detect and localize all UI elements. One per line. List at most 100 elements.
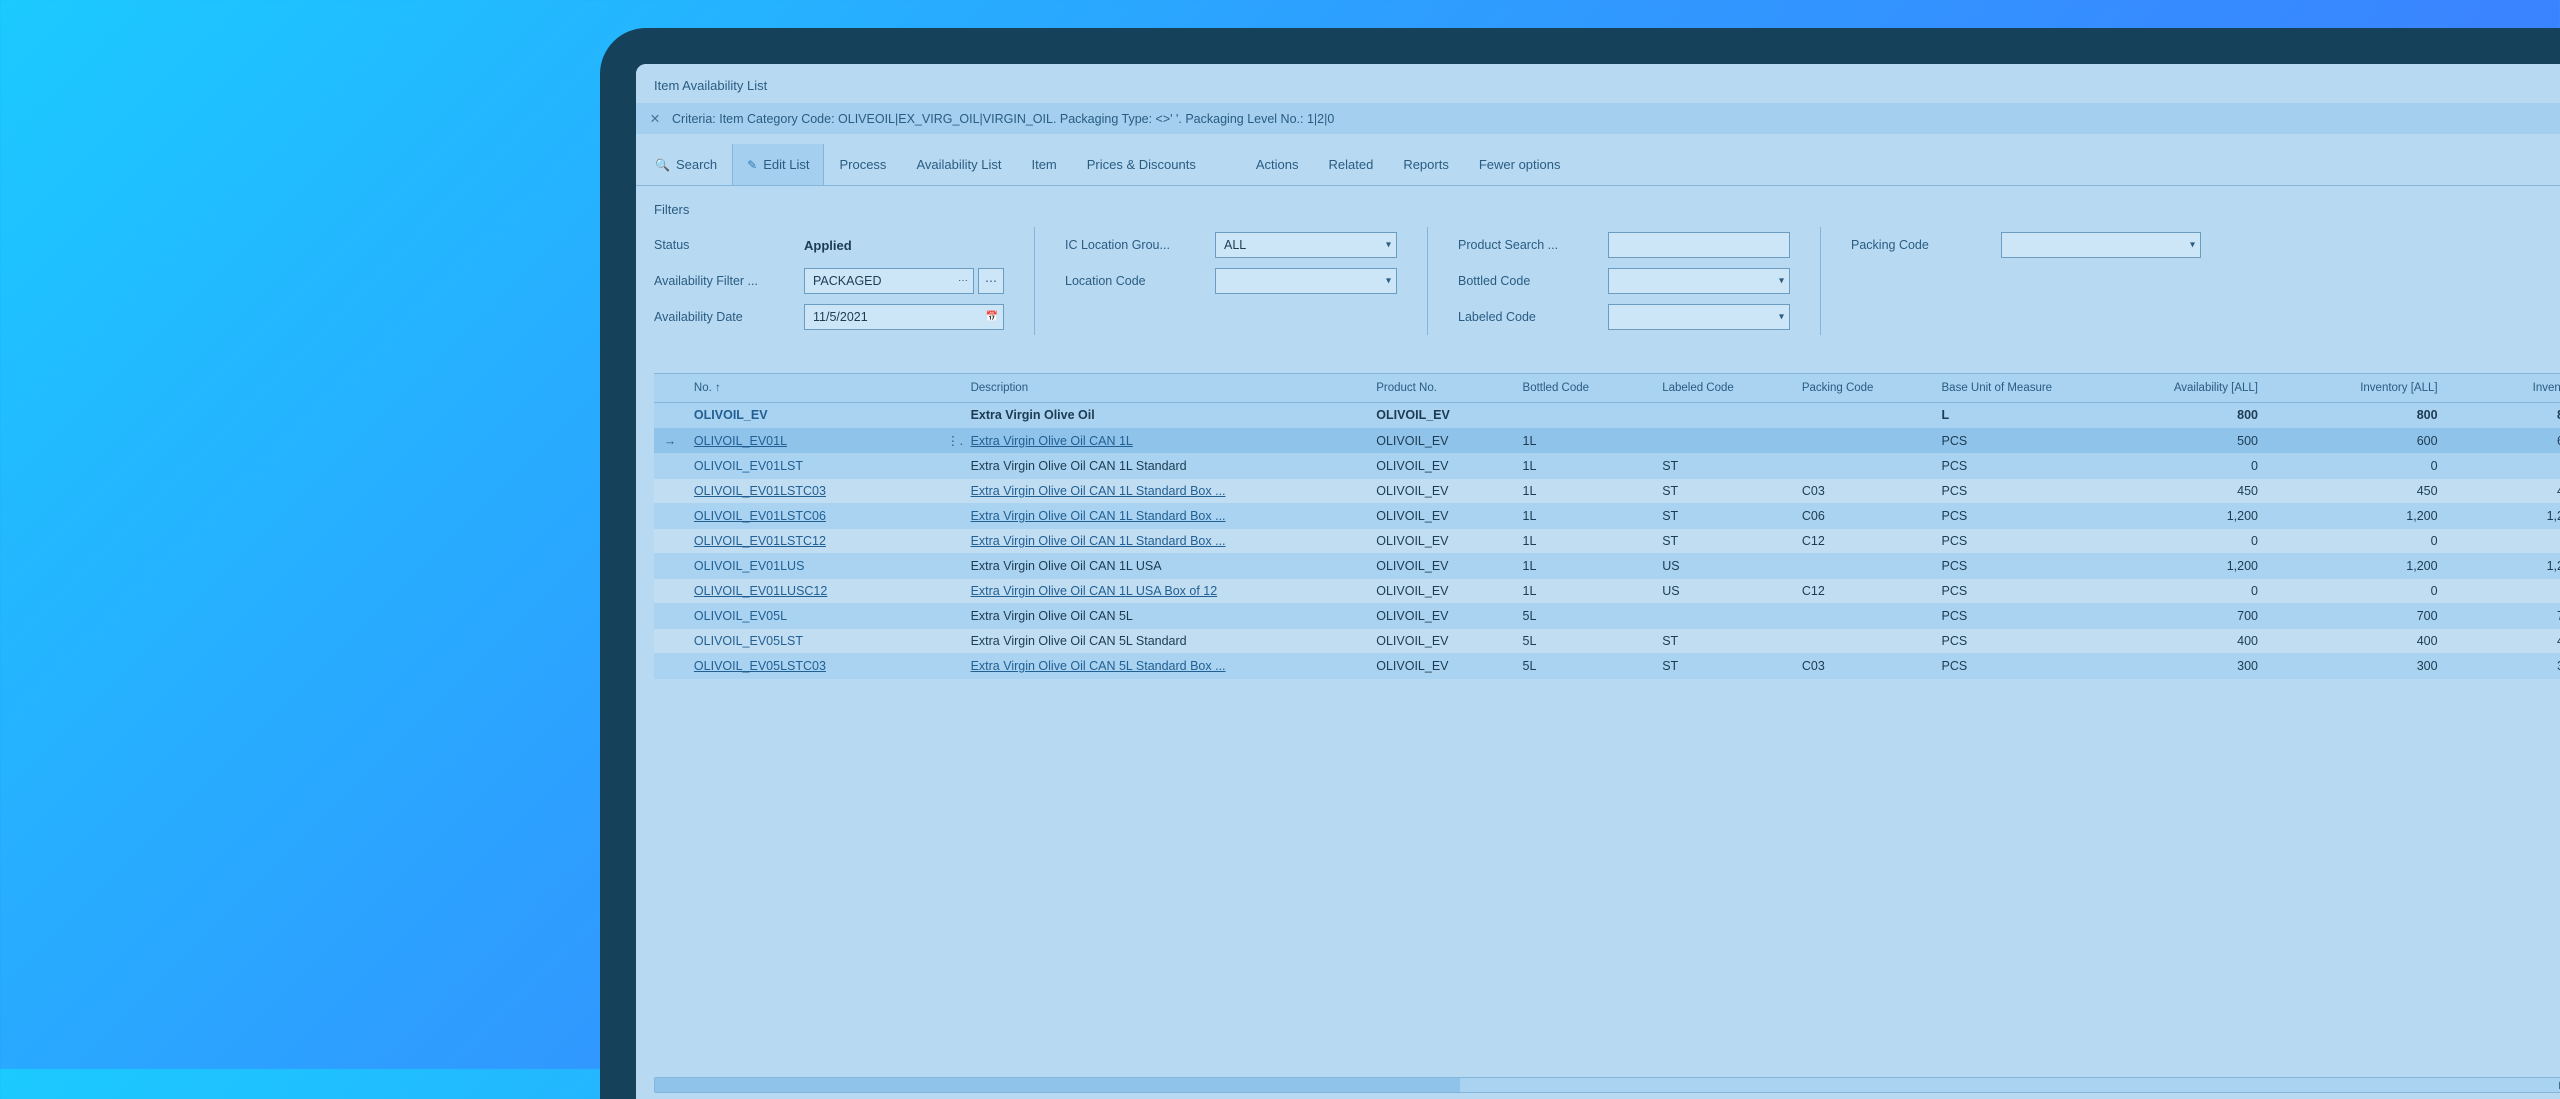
avail-filter-label: Availability Filter ...: [654, 274, 804, 288]
cell-inv: 300: [2266, 654, 2446, 679]
cell-no[interactable]: OLIVOIL_EV01LST: [686, 454, 939, 479]
col-bottled[interactable]: Bottled Code: [1515, 374, 1655, 403]
avail-filter-input[interactable]: PACKAGED ⋯: [804, 268, 974, 294]
cell-inv: 700: [2266, 604, 2446, 629]
table-row[interactable]: OLIVOIL_EV01LUSExtra Virgin Olive Oil CA…: [654, 554, 2560, 579]
bottled-select[interactable]: ▾: [1608, 268, 1790, 294]
close-icon[interactable]: ✕: [648, 111, 662, 126]
avail-filter-more-button[interactable]: ⋯: [978, 268, 1004, 294]
cell-labeled: ST: [1654, 529, 1794, 554]
process-label: Process: [839, 157, 886, 172]
cell-no[interactable]: OLIVOIL_EV01LSTC12: [686, 529, 939, 554]
cell-bottled: 1L: [1515, 504, 1655, 529]
ic-loc-group-select[interactable]: ALL ▾: [1215, 232, 1397, 258]
col-labeled[interactable]: Labeled Code: [1654, 374, 1794, 403]
row-options-icon[interactable]: ⋮: [939, 428, 963, 454]
labeled-select[interactable]: ▾: [1608, 304, 1790, 330]
actions-menu[interactable]: Actions: [1241, 144, 1314, 185]
avail-date-input[interactable]: 11/5/2021 📅: [804, 304, 1004, 330]
search-action[interactable]: 🔍 Search: [640, 144, 732, 185]
packing-select[interactable]: ▾: [2001, 232, 2201, 258]
cell-labeled: ST: [1654, 654, 1794, 679]
process-action[interactable]: Process: [824, 144, 901, 185]
row-options-icon[interactable]: [939, 479, 963, 504]
cell-inv: 450: [2266, 479, 2446, 504]
row-options-icon[interactable]: [939, 579, 963, 604]
table-row[interactable]: →OLIVOIL_EV01L⋮Extra Virgin Olive Oil CA…: [654, 428, 2560, 454]
cell-packing: C03: [1794, 479, 1934, 504]
reports-menu[interactable]: Reports: [1388, 144, 1464, 185]
cell-prodno: OLIVOIL_EV: [1368, 529, 1514, 554]
cell-inv2: [2446, 579, 2560, 604]
item-action[interactable]: Item: [1016, 144, 1071, 185]
cell-inv2: 4: [2446, 629, 2560, 654]
col-desc[interactable]: Description: [963, 374, 1369, 403]
row-options-icon[interactable]: [939, 654, 963, 679]
scroll-right-icon[interactable]: ▶: [2555, 1078, 2560, 1092]
table-row[interactable]: OLIVOIL_EV01LSTC06 Extra Virgin Olive Oil…: [654, 504, 2560, 529]
cell-bottled: 5L: [1515, 629, 1655, 654]
table-row[interactable]: OLIVOIL_EV05L Extra Virgin Olive Oil CAN …: [654, 604, 2560, 629]
col-prodno[interactable]: Product No.: [1368, 374, 1514, 403]
related-menu[interactable]: Related: [1314, 144, 1389, 185]
col-buom[interactable]: Base Unit of Measure: [1934, 374, 2067, 403]
prod-search-input[interactable]: [1608, 232, 1790, 258]
cell-desc: Extra Virgin Olive Oil CAN 5L: [963, 604, 1369, 629]
cell-bottled: 5L: [1515, 604, 1655, 629]
cell-no[interactable]: OLIVOIL_EV01LUSC12: [686, 579, 939, 604]
table-row[interactable]: OLIVOIL_EV01LUSC12 Extra Virgin Olive Oil…: [654, 579, 2560, 604]
cell-bottled: 1L: [1515, 529, 1655, 554]
cell-inv: 800: [2266, 403, 2446, 428]
cell-no[interactable]: OLIVOIL_EV01LUS: [686, 554, 939, 579]
fewer-options[interactable]: Fewer options: [1464, 144, 1576, 185]
labeled-label: Labeled Code: [1458, 310, 1608, 324]
row-options-icon[interactable]: [939, 529, 963, 554]
cell-bottled: 5L: [1515, 654, 1655, 679]
cell-inv: 0: [2266, 529, 2446, 554]
col-packing[interactable]: Packing Code: [1794, 374, 1934, 403]
availability-table: No. ↑ Description Product No. Bottled Co…: [654, 374, 2560, 679]
loc-code-select[interactable]: ▾: [1215, 268, 1397, 294]
row-options-icon[interactable]: [939, 403, 963, 428]
cell-no[interactable]: OLIVOIL_EV01L: [686, 428, 939, 454]
row-options-icon[interactable]: [939, 629, 963, 654]
cell-no[interactable]: OLIVOIL_EV05LSTC03: [686, 654, 939, 679]
row-options-icon[interactable]: [939, 554, 963, 579]
row-options-icon[interactable]: [939, 604, 963, 629]
row-options-icon[interactable]: [939, 504, 963, 529]
col-no[interactable]: No. ↑: [686, 374, 939, 403]
col-avail[interactable]: Availability [ALL]: [2067, 374, 2267, 403]
table-row[interactable]: OLIVOIL_EV01LST Extra Virgin Olive Oil CA…: [654, 454, 2560, 479]
cell-avail: 700: [2067, 604, 2267, 629]
cell-buom: PCS: [1934, 579, 2067, 604]
cell-prodno: OLIVOIL_EV: [1368, 654, 1514, 679]
cell-no[interactable]: OLIVOIL_EV05LST: [686, 629, 939, 654]
table-row[interactable]: OLIVOIL_EV01LSTC03Extra Virgin Olive Oil…: [654, 479, 2560, 504]
cell-desc: Extra Virgin Olive Oil CAN 1L Standard: [963, 454, 1369, 479]
edit-list-action[interactable]: ✎ Edit List: [732, 144, 824, 185]
cell-no[interactable]: OLIVOIL_EV01LSTC06: [686, 504, 939, 529]
row-indicator: [654, 579, 686, 604]
cell-no[interactable]: OLIVOIL_EV: [686, 403, 939, 428]
cell-no[interactable]: OLIVOIL_EV05L: [686, 604, 939, 629]
cell-desc: Extra Virgin Olive Oil CAN 1L USA Box of…: [963, 579, 1369, 604]
cell-prodno: OLIVOIL_EV: [1368, 579, 1514, 604]
row-options-icon[interactable]: [939, 454, 963, 479]
horizontal-scrollbar[interactable]: ◀ ▶: [654, 1077, 2560, 1093]
loc-code-label: Location Code: [1065, 274, 1215, 288]
table-row[interactable]: OLIVOIL_EV01LSTC12Extra Virgin Olive Oil…: [654, 529, 2560, 554]
scroll-thumb[interactable]: [655, 1078, 1460, 1092]
prices-action[interactable]: Prices & Discounts: [1072, 144, 1211, 185]
cell-packing: [1794, 403, 1934, 428]
cell-desc: Extra Virgin Olive Oil CAN 1L Standard B…: [963, 504, 1369, 529]
cell-no[interactable]: OLIVOIL_EV01LSTC03: [686, 479, 939, 504]
cell-labeled: US: [1654, 579, 1794, 604]
col-inv2[interactable]: Invent: [2446, 374, 2560, 403]
availability-list-action[interactable]: Availability List: [901, 144, 1016, 185]
col-inv[interactable]: Inventory [ALL]: [2266, 374, 2446, 403]
table-row[interactable]: OLIVOIL_EV05LSTExtra Virgin Olive Oil CA…: [654, 629, 2560, 654]
cell-labeled: ST: [1654, 479, 1794, 504]
table-row[interactable]: OLIVOIL_EVExtra Virgin Olive OilOLIVOIL_…: [654, 403, 2560, 428]
row-indicator: [654, 629, 686, 654]
table-row[interactable]: OLIVOIL_EV05LSTC03Extra Virgin Olive Oil…: [654, 654, 2560, 679]
